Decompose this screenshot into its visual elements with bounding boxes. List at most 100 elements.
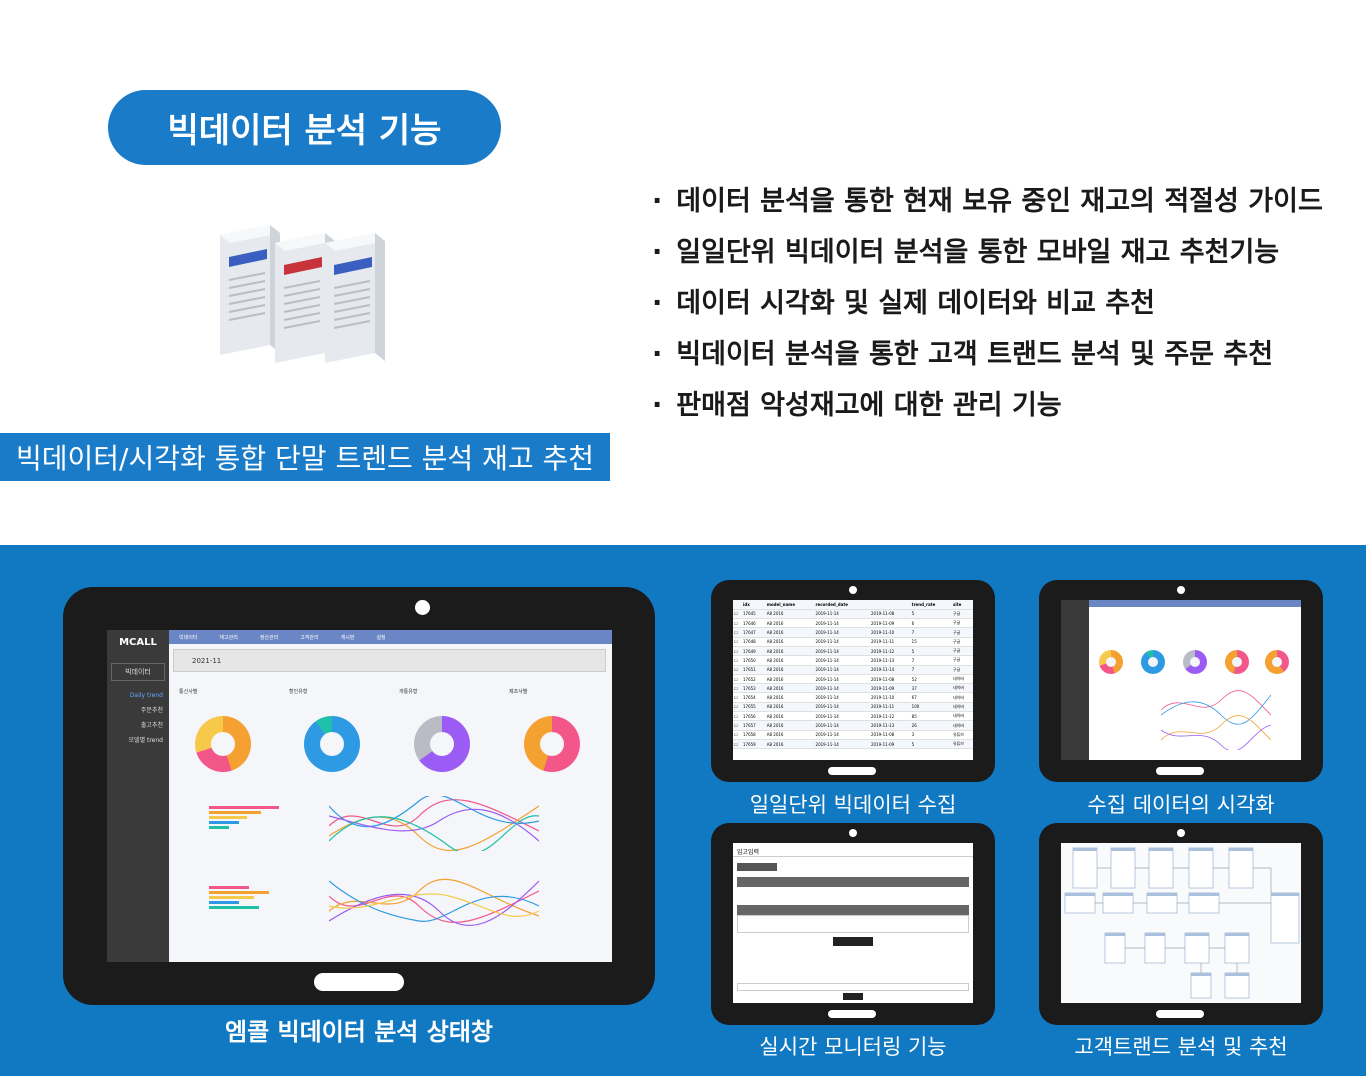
sidebar-item-model-trend[interactable]: 모델별 trend — [128, 737, 163, 744]
table-row[interactable]: ☐ 17651 A8 2016 2019-11-14 2019-11-14 7 구글 — [733, 665, 973, 675]
row-checkbox[interactable]: ☐ — [733, 674, 742, 685]
section-title-pill: 빅데이터 분석 기능 — [108, 90, 501, 165]
row-checkbox[interactable]: ☐ — [733, 711, 742, 722]
donut-chart — [304, 716, 360, 772]
table-header-row: idx model_name recorded_date trend_rate … — [733, 600, 973, 610]
visualization-sidebar — [1061, 600, 1089, 760]
donut-chart — [414, 716, 470, 772]
table-cell: 구글 — [951, 618, 973, 629]
table-cell: A8 2016 — [765, 692, 815, 703]
table-cell: 2019-11-14 — [814, 646, 870, 657]
row-checkbox[interactable]: ☐ — [733, 665, 742, 675]
home-button[interactable] — [1156, 1010, 1204, 1018]
dashboard-body: 통신사별 할인유형 개통유형 제조사별 — [169, 676, 612, 962]
table-row[interactable]: ☐ 17656 A8 2016 2019-11-14 2019-11-12 85 네이버 — [733, 711, 973, 722]
row-checkbox[interactable]: ☐ — [733, 739, 742, 750]
table-cell: 2019-11-14 — [814, 627, 870, 638]
table-cell: 2019-11-14 — [814, 618, 870, 629]
table-cell: 2019-11-14 — [814, 730, 870, 740]
table-cell: 2019-11-08 — [869, 730, 911, 740]
table-row[interactable]: ☐ 17653 A8 2016 2019-11-14 2019-11-09 37 네이버 — [733, 683, 973, 694]
table-row[interactable]: ☐ 17649 A8 2016 2019-11-14 2019-11-12 5 구글 — [733, 646, 973, 657]
home-button[interactable] — [1156, 767, 1204, 775]
row-checkbox[interactable]: ☐ — [733, 618, 742, 629]
tab-active[interactable] — [737, 863, 777, 871]
table-cell: 구글 — [951, 609, 973, 620]
sidebar-item-release[interactable]: 출고추천 — [140, 722, 163, 729]
table-row[interactable]: ☐ 17648 A8 2016 2019-11-14 2019-11-11 15 구글 — [733, 637, 973, 648]
table-cell: 네이버 — [951, 674, 973, 685]
bar-chart — [209, 886, 279, 911]
table-cell: 2019-11-14 — [814, 665, 870, 675]
caption-monitoring: 실시간 모니터링 기능 — [759, 1035, 947, 1059]
row-checkbox[interactable]: ☐ — [733, 702, 742, 713]
table-cell: 2019-11-09 — [869, 739, 911, 750]
table-cell: 2019-11-12 — [869, 711, 911, 722]
table-row[interactable]: ☐ 17646 A8 2016 2019-11-14 2019-11-09 6 구글 — [733, 618, 973, 629]
table-cell: 17659 — [742, 739, 766, 750]
home-button[interactable] — [314, 973, 404, 991]
table-row[interactable]: ☐ 17655 A8 2016 2019-11-14 2019-11-11 100 네이버 — [733, 702, 973, 713]
table-cell: A8 2016 — [765, 609, 815, 620]
add-button[interactable] — [833, 937, 873, 946]
table-cell: A8 2016 — [765, 665, 815, 675]
row-checkbox[interactable]: ☐ — [733, 683, 742, 694]
save-button[interactable] — [843, 993, 863, 1000]
row-checkbox[interactable]: ☐ — [733, 646, 742, 657]
table-row[interactable]: ☐ 17645 A8 2016 2019-11-14 2019-11-08 5 구글 — [733, 609, 973, 620]
dashboard-screen: MCALL 빅데이터 Daily trend 주문추천 출고추천 모델별 tre… — [107, 630, 612, 962]
table-cell: 17655 — [742, 702, 766, 713]
table-row[interactable]: ☐ 17658 A8 2016 2019-11-14 2019-11-08 3 유튜브 — [733, 730, 973, 740]
table-row[interactable]: ☐ 17652 A8 2016 2019-11-14 2019-11-08 52 네이버 — [733, 674, 973, 685]
donut-chart — [1265, 650, 1289, 674]
sidebar-item-order[interactable]: 주문추천 — [140, 707, 163, 714]
row-checkbox[interactable]: ☐ — [733, 609, 742, 620]
table-cell: 구글 — [951, 627, 973, 638]
row-checkbox[interactable]: ☐ — [733, 637, 742, 648]
row-checkbox[interactable]: ☐ — [733, 730, 742, 740]
row-checkbox[interactable]: ☐ — [733, 627, 742, 638]
sidebar-item-daily-trend[interactable]: Daily trend — [129, 692, 163, 699]
form-row[interactable] — [737, 915, 969, 933]
table-cell: 17654 — [742, 692, 766, 703]
table-cell: 17650 — [742, 655, 766, 666]
camera-icon — [1177, 829, 1185, 837]
table-cell: 2019-11-13 — [869, 720, 911, 731]
table-cell: A8 2016 — [765, 646, 815, 657]
line-chart — [329, 878, 539, 927]
table-cell: 5 — [910, 646, 952, 657]
column-header: site — [951, 600, 973, 610]
table-cell: 17646 — [742, 618, 766, 629]
row-checkbox[interactable]: ☐ — [733, 692, 742, 703]
column-header: recorded_date — [814, 600, 870, 610]
nav-item[interactable]: 빅데이터 — [179, 634, 198, 641]
nav-item[interactable]: 게시판 — [340, 634, 355, 641]
table-cell: A8 2016 — [765, 637, 815, 648]
table-row[interactable]: ☐ 17647 A8 2016 2019-11-14 2019-11-10 7 구글 — [733, 627, 973, 638]
table-cell: 7 — [910, 655, 952, 666]
table-cell: 2019-11-10 — [869, 692, 911, 703]
row-checkbox[interactable]: ☐ — [733, 655, 742, 666]
sidebar-menu-title[interactable]: 빅데이터 — [111, 663, 165, 681]
line-chart — [329, 796, 539, 851]
table-cell: 2019-11-14 — [814, 655, 870, 666]
nav-item[interactable]: 고객관리 — [300, 634, 319, 641]
panel-label: 개통유형 — [399, 689, 418, 695]
table-cell: 구글 — [951, 655, 973, 666]
table-cell: 네이버 — [951, 692, 973, 703]
table-row[interactable]: ☐ 17659 A8 2016 2019-11-14 2019-11-09 5 유튜브 — [733, 739, 973, 750]
table-cell: 2019-11-08 — [869, 674, 911, 685]
nav-item[interactable]: 정산관리 — [259, 634, 279, 641]
table-row[interactable]: ☐ 17650 A8 2016 2019-11-14 2019-11-13 7 구글 — [733, 655, 973, 666]
home-button[interactable] — [828, 767, 876, 775]
nav-item[interactable]: 설정 — [376, 634, 386, 641]
input-row[interactable] — [737, 983, 969, 991]
table-row[interactable]: ☐ 17657 A8 2016 2019-11-14 2019-11-13 26 네이버 — [733, 720, 973, 731]
table-cell: 구글 — [951, 637, 973, 648]
table-cell: 2019-11-14 — [814, 609, 870, 620]
table-row[interactable]: ☐ 17654 A8 2016 2019-11-14 2019-11-10 67 네이버 — [733, 692, 973, 703]
row-checkbox[interactable]: ☐ — [733, 720, 742, 731]
mcall-logo: MCALL — [119, 637, 157, 648]
nav-item[interactable]: 재고관리 — [219, 634, 238, 641]
home-button[interactable] — [828, 1010, 876, 1018]
